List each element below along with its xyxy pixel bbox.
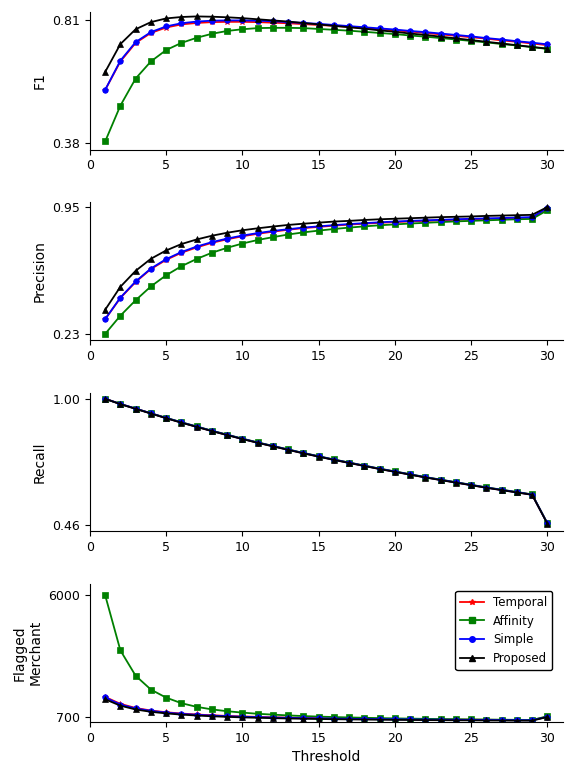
X-axis label: Threshold: Threshold: [292, 750, 360, 764]
Y-axis label: Precision: Precision: [32, 240, 47, 303]
Y-axis label: Recall: Recall: [32, 442, 47, 482]
Y-axis label: Flagged
Merchant: Flagged Merchant: [13, 620, 43, 686]
Y-axis label: F1: F1: [32, 73, 47, 89]
Legend: Temporal, Affinity, Simple, Proposed: Temporal, Affinity, Simple, Proposed: [455, 591, 552, 670]
